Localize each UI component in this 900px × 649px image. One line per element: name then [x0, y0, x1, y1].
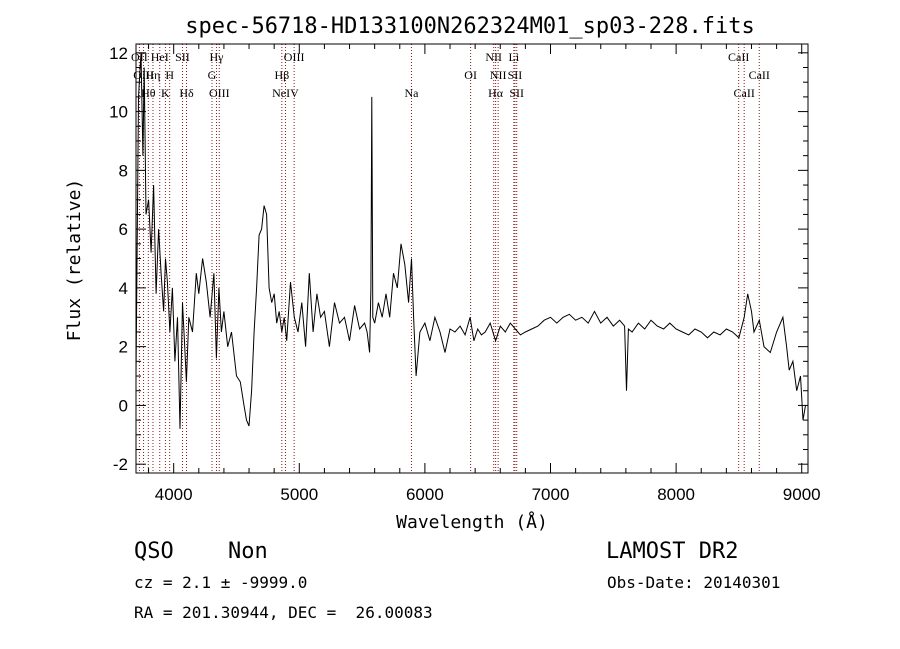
line-marker-label-17: NII [485, 50, 502, 64]
chart-title: spec-56718-HD133100N262324M01_sp03-228.f… [185, 14, 755, 39]
line-marker-label-24: CaII [734, 86, 755, 100]
coordinates: RA = 201.30944, DEC = 26.00083 [134, 603, 433, 622]
line-marker-label-6: H [165, 68, 174, 82]
line-marker-label-13: OIII [284, 50, 305, 64]
survey-label: LAMOST DR2 [606, 539, 739, 564]
plot-frame [135, 43, 809, 474]
obs-date: Obs-Date: 20140301 [607, 573, 781, 592]
x-tick-label-8000: 8000 [657, 485, 695, 504]
line-marker-label-3: Hη [145, 68, 160, 82]
y-axis: -2 0 2 4 6 8 10 12 [109, 44, 808, 474]
line-marker-label-11: OIII [209, 86, 230, 100]
line-marker-label-8: Hδ [179, 86, 194, 100]
line-marker-label-5: K [161, 86, 170, 100]
y-tick-label-2: 2 [119, 338, 128, 357]
y-tick-label-6: 6 [119, 220, 128, 239]
line-marker-label-0: OII [131, 50, 148, 64]
x-tick-label-7000: 7000 [532, 485, 570, 504]
line-marker-label-14: NeIV [272, 86, 299, 100]
line-marker-label-9: Hγ [210, 50, 225, 64]
subclass-label: Non [228, 539, 268, 564]
class-label: QSO [134, 539, 174, 564]
line-marker-label-18: NII [490, 68, 507, 82]
line-marker-label-15: Na [404, 86, 419, 100]
y-tick-label-8: 8 [119, 161, 128, 180]
line-marker-label-1: OIII [133, 68, 154, 82]
line-marker-label-16: OI [464, 68, 477, 82]
line-marker-label-23: CaII [728, 50, 749, 64]
spectrum-line [135, 52, 806, 429]
x-tick-label-4000: 4000 [155, 485, 193, 504]
x-tick-label-9000: 9000 [783, 485, 821, 504]
line-marker-label-4: HeI [151, 50, 169, 64]
line-marker-label-7: SII [175, 50, 190, 64]
x-axis-label: Wavelength (Å) [396, 511, 548, 533]
y-axis-label: Flux (relative) [64, 179, 85, 342]
line-marker-label-21: SII [508, 68, 523, 82]
line-marker-label-22: SII [509, 86, 524, 100]
line-marker-label-10: G [208, 68, 217, 82]
line-markers [138, 44, 760, 473]
line-marker-label-12: Hβ [274, 68, 289, 82]
redshift-line: cz = 2.1 ± -9999.0 [134, 573, 308, 592]
x-axis: 4000 5000 6000 7000 8000 9000 [148, 44, 821, 504]
y-tick-label-12: 12 [109, 44, 128, 63]
line-marker-label-25: CaII [749, 68, 770, 82]
x-tick-label-6000: 6000 [406, 485, 444, 504]
y-tick-label-4: 4 [119, 279, 128, 298]
y-tick-label--2: -2 [113, 455, 128, 474]
line-marker-label-20: Li [508, 50, 519, 64]
line-marker-label-19: Hα [488, 86, 504, 100]
y-tick-label-0: 0 [119, 396, 128, 415]
y-tick-label-10: 10 [109, 103, 128, 122]
x-tick-label-5000: 5000 [280, 485, 318, 504]
